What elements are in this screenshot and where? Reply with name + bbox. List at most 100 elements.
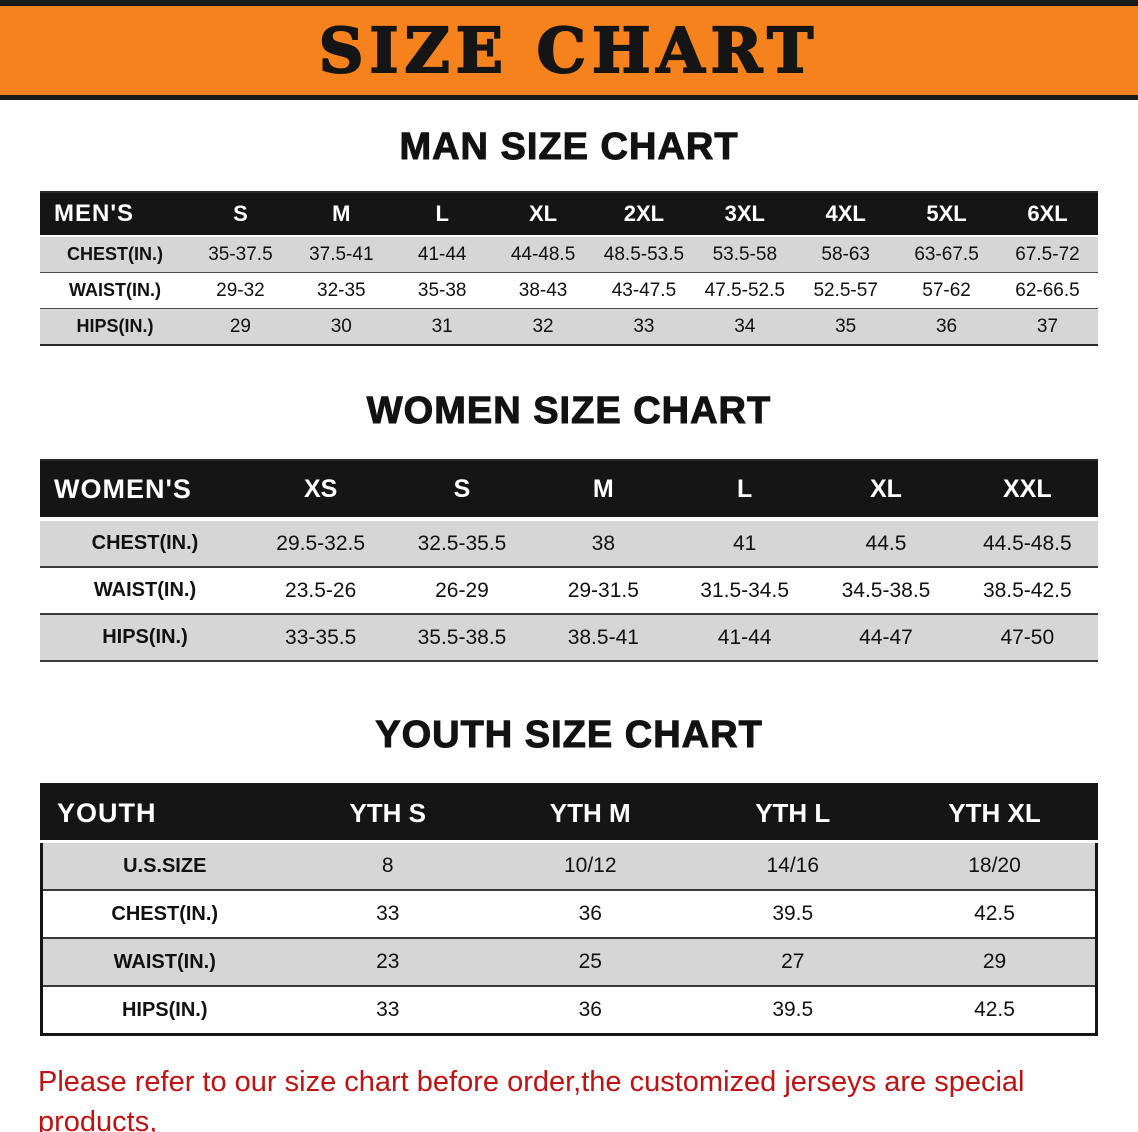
size-column-header: 4XL [795, 192, 897, 237]
table-cell: 35-37.5 [190, 236, 291, 273]
table-cell: 29.5-32.5 [250, 519, 392, 568]
table-cell: 35 [795, 308, 897, 346]
table-cell: 37 [997, 308, 1098, 346]
table-row: WAIST(IN.) 29-32 32-35 35-38 38-43 43-47.5 47.… [40, 272, 1098, 309]
table-cell: 33-35.5 [250, 614, 392, 662]
table-cell: 47.5-52.5 [694, 272, 796, 309]
size-column-header: S [391, 460, 533, 521]
size-column-header: YTH M [489, 784, 692, 843]
women-section: WOMEN SIZE CHART WOMEN'S XS S M L XL XXL CHEST(… [0, 390, 1138, 662]
table-cell: 37.5-41 [290, 236, 392, 273]
table-cell: 14/16 [691, 841, 894, 891]
table-row: CHEST(IN.) 33 36 39.5 42.5 [41, 890, 1097, 939]
table-cell: 26-29 [391, 567, 533, 615]
table-cell: 27 [691, 938, 894, 987]
table-cell: 38.5-42.5 [956, 567, 1098, 615]
table-cell: 31 [391, 308, 493, 346]
disclaimer-note: Please refer to our size chart before or… [38, 1062, 1100, 1132]
size-column-header: L [391, 192, 493, 237]
table-row: HIPS(IN.) 29 30 31 32 33 34 35 36 37 [40, 308, 1098, 346]
row-label: WAIST(IN.) [40, 567, 250, 615]
table-cell: 29-32 [190, 272, 291, 309]
size-column-header: YTH XL [894, 784, 1097, 843]
youth-section: YOUTH SIZE CHART YOUTH YTH S YTH M YTH L YTH… [0, 714, 1138, 1036]
table-cell: 44.5 [815, 519, 957, 568]
table-cell: 29 [894, 938, 1097, 987]
row-label: WAIST(IN.) [40, 272, 190, 309]
row-label: HIPS(IN.) [41, 986, 287, 1036]
row-label: CHEST(IN.) [40, 519, 250, 568]
table-row: HIPS(IN.) 33-35.5 35.5-38.5 38.5-41 41-44 44-… [40, 614, 1098, 662]
table-cell: 67.5-72 [997, 236, 1098, 273]
table-cell: 29 [190, 308, 291, 346]
table-title-cell: WOMEN'S [40, 460, 250, 521]
table-row: CHEST(IN.) 29.5-32.5 32.5-35.5 38 41 44.5 44.5… [40, 519, 1098, 568]
table-cell: 29-31.5 [532, 567, 674, 615]
table-cell: 43-47.5 [593, 272, 695, 309]
men-section: MAN SIZE CHART MEN'S S M L XL 2XL 3XL 4XL 5XL 6XL… [0, 126, 1138, 346]
table-cell: 8 [286, 841, 489, 891]
table-cell: 48.5-53.5 [593, 236, 695, 273]
table-cell: 34 [694, 308, 796, 346]
table-cell: 33 [593, 308, 695, 346]
table-cell: 44.5-48.5 [956, 519, 1098, 568]
table-cell: 41-44 [391, 236, 493, 273]
table-cell: 36 [896, 308, 997, 346]
table-cell: 57-62 [896, 272, 997, 309]
table-cell: 38.5-41 [532, 614, 674, 662]
table-cell: 35-38 [391, 272, 493, 309]
header-row: MEN'S S M L XL 2XL 3XL 4XL 5XL 6XL [40, 192, 1098, 237]
youth-size-table: YOUTH YTH S YTH M YTH L YTH XL U.S.SIZE 8 10/12… [40, 783, 1098, 1036]
size-column-header: XL [492, 192, 594, 237]
size-column-header: L [673, 460, 816, 521]
table-cell: 41 [673, 519, 816, 568]
table-cell: 25 [489, 938, 692, 987]
table-cell: 30 [290, 308, 392, 346]
table-cell: 32-35 [290, 272, 392, 309]
table-row: CHEST(IN.) 35-37.5 37.5-41 41-44 44-48.5 48.5… [40, 236, 1098, 273]
table-cell: 39.5 [691, 986, 894, 1036]
size-chart-banner: SIZE CHART [0, 0, 1138, 100]
table-cell: 33 [286, 986, 489, 1036]
table-cell: 52.5-57 [795, 272, 897, 309]
men-size-table: MEN'S S M L XL 2XL 3XL 4XL 5XL 6XL CHEST(IN.) 35-37… [40, 191, 1098, 346]
table-cell: 39.5 [691, 890, 894, 939]
table-cell: 44-48.5 [492, 236, 594, 273]
size-column-header: 3XL [694, 192, 796, 237]
size-column-header: YTH L [691, 784, 894, 843]
youth-section-heading: YOUTH SIZE CHART [375, 714, 763, 757]
table-cell: 53.5-58 [694, 236, 796, 273]
size-column-header: XXL [956, 460, 1098, 521]
row-label: CHEST(IN.) [41, 890, 287, 939]
row-label: HIPS(IN.) [40, 614, 250, 662]
banner-title: SIZE CHART [318, 13, 820, 88]
table-cell: 34.5-38.5 [815, 567, 957, 615]
table-cell: 58-63 [795, 236, 897, 273]
size-column-header: M [290, 192, 392, 237]
size-column-header: M [532, 460, 674, 521]
header-row: WOMEN'S XS S M L XL XXL [40, 460, 1098, 521]
row-label: HIPS(IN.) [40, 308, 190, 346]
men-section-heading: MAN SIZE CHART [399, 126, 739, 169]
size-column-header: S [190, 192, 291, 237]
table-cell: 33 [286, 890, 489, 939]
table-cell: 32.5-35.5 [391, 519, 533, 568]
table-row: HIPS(IN.) 33 36 39.5 42.5 [41, 986, 1097, 1036]
size-column-header: 6XL [997, 192, 1098, 237]
size-column-header: 2XL [593, 192, 695, 237]
header-row: YOUTH YTH S YTH M YTH L YTH XL [41, 784, 1097, 843]
table-cell: 41-44 [673, 614, 816, 662]
table-cell: 42.5 [894, 986, 1097, 1036]
table-title-cell: YOUTH [41, 784, 287, 843]
size-column-header: 5XL [896, 192, 997, 237]
table-cell: 63-67.5 [896, 236, 997, 273]
table-cell: 36 [489, 890, 692, 939]
women-section-heading: WOMEN SIZE CHART [366, 390, 772, 433]
table-cell: 38 [532, 519, 674, 568]
table-row: WAIST(IN.) 23 25 27 29 [41, 938, 1097, 987]
table-cell: 47-50 [956, 614, 1098, 662]
table-cell: 42.5 [894, 890, 1097, 939]
table-cell: 44-47 [815, 614, 957, 662]
table-cell: 62-66.5 [997, 272, 1098, 309]
